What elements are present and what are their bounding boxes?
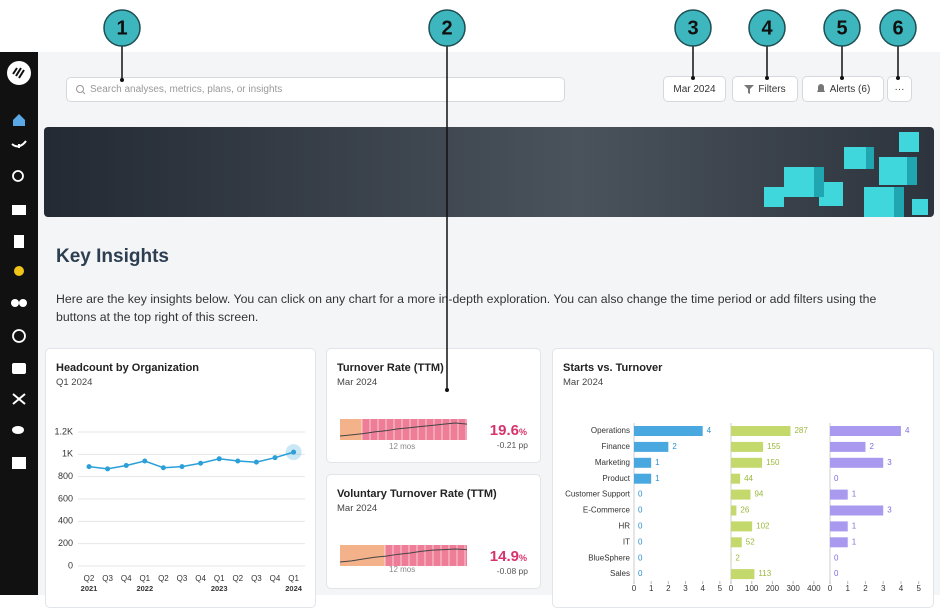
card-subtitle: Mar 2024 (563, 377, 603, 388)
library-icon[interactable] (12, 205, 26, 215)
card-title: Starts vs. Turnover (563, 362, 662, 374)
data-icon[interactable] (12, 426, 24, 434)
search-icon[interactable] (13, 171, 23, 181)
page: {"callouts":["1","2","3","4","5","6"], "… (0, 0, 940, 595)
callout-badge (104, 10, 140, 46)
table-icon[interactable] (12, 457, 26, 469)
sidebar (0, 52, 38, 595)
bell-icon (816, 84, 826, 94)
alerts-label: Alerts (6) (830, 84, 871, 95)
callout-number: 1 (116, 17, 127, 39)
insight-icon[interactable] (14, 266, 24, 276)
callout-number: 4 (761, 17, 773, 39)
filter-icon (744, 84, 754, 94)
callout-number: 6 (892, 17, 903, 39)
card-subtitle: Mar 2024 (337, 503, 377, 514)
search-glass (75, 84, 86, 95)
card-title: Headcount by Organization (56, 362, 199, 374)
explore-icon (19, 299, 27, 307)
card-subtitle: Q1 2024 (56, 377, 92, 388)
camera-icon[interactable] (12, 363, 26, 374)
explore-icon[interactable] (11, 299, 19, 307)
banner-cubes (44, 127, 934, 217)
headcount-card[interactable]: Headcount by Organization Q1 2024 (45, 348, 316, 608)
turnover-card[interactable]: Turnover Rate (TTM) Mar 2024 19.6% -0.21… (326, 348, 541, 463)
kpi-unit: % (519, 427, 527, 437)
callout-badge (880, 10, 916, 46)
callout-badge (675, 10, 711, 46)
more-label: ··· (895, 84, 905, 95)
sparkline-period: 12 mos (389, 565, 415, 574)
plan-icon[interactable] (12, 141, 26, 148)
period-button[interactable]: Mar 2024 (663, 76, 726, 102)
sidebar-icons (0, 52, 38, 595)
kpi-number: 14.9 (490, 548, 519, 565)
banner (44, 127, 934, 217)
callout-badge (824, 10, 860, 46)
kpi-value: 19.6% (490, 422, 527, 439)
tools-icon[interactable] (13, 394, 25, 404)
card-title: Turnover Rate (TTM) (337, 362, 444, 374)
heading: Key Insights (56, 246, 169, 268)
sparkline-period: 12 mos (389, 442, 415, 451)
callout-number: 2 (441, 17, 452, 39)
kpi-change: -0.08 pp (497, 566, 528, 576)
kpi-unit: % (519, 553, 527, 563)
kpi-number: 19.6 (490, 422, 519, 439)
callout-badge (429, 10, 465, 46)
description: Here are the key insights below. You can… (56, 290, 906, 326)
voluntary-card[interactable]: Voluntary Turnover Rate (TTM) Mar 2024 1… (326, 474, 541, 589)
more-button[interactable]: ··· (887, 76, 912, 102)
filters-label: Filters (758, 84, 785, 95)
period-label: Mar 2024 (673, 84, 715, 95)
doc-icon[interactable] (14, 235, 24, 248)
starts-turnover-card[interactable]: Starts vs. Turnover Mar 2024 (552, 348, 934, 608)
kpi-value: 14.9% (490, 548, 527, 565)
callout-number: 3 (687, 17, 698, 39)
search-placeholder: Search analyses, metrics, plans, or insi… (90, 84, 282, 95)
search-box[interactable]: Search analyses, metrics, plans, or insi… (66, 77, 565, 102)
kpi-change: -0.21 pp (497, 440, 528, 450)
callout-badge (749, 10, 785, 46)
compare-icon[interactable] (13, 330, 25, 342)
callout-number: 5 (836, 17, 847, 39)
home-icon[interactable] (13, 114, 25, 126)
filters-button[interactable]: Filters (732, 76, 798, 102)
card-subtitle: Mar 2024 (337, 377, 377, 388)
alerts-button[interactable]: Alerts (6) (802, 76, 884, 102)
card-title: Voluntary Turnover Rate (TTM) (337, 488, 497, 500)
